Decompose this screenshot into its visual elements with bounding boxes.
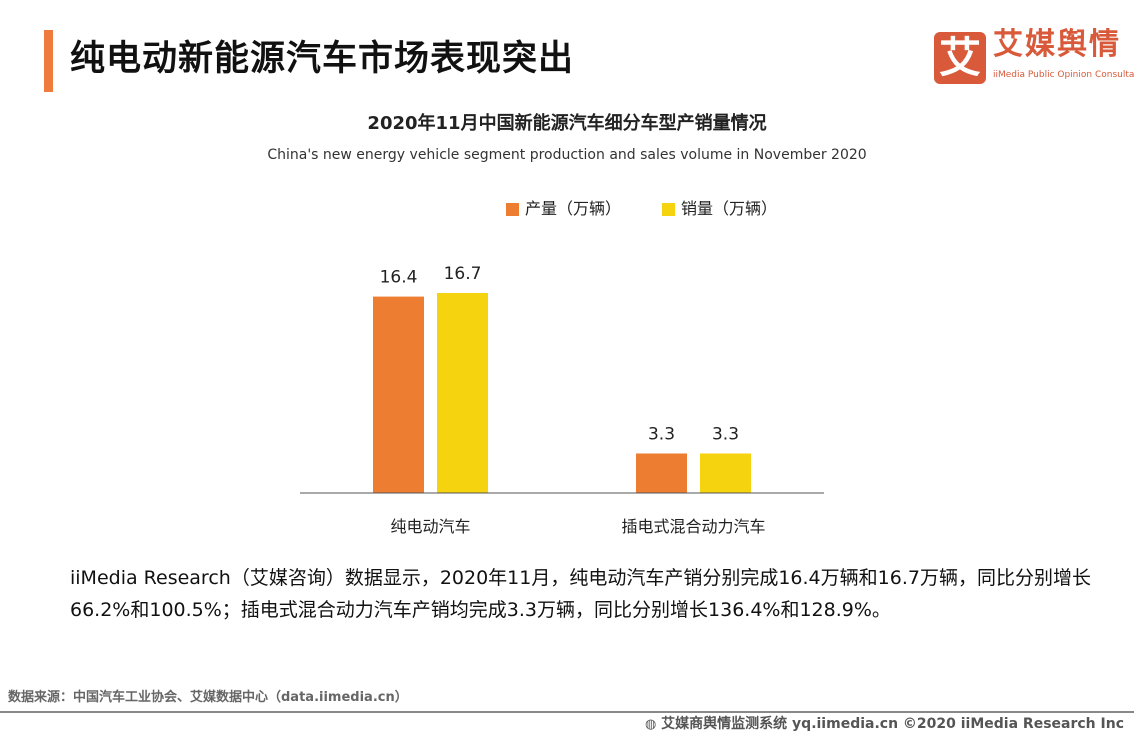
logo-mark: 艾 (934, 32, 986, 84)
x-tick-label: 纯电动汽车 (390, 517, 470, 536)
legend-item-sales: 销量（万辆） (662, 199, 777, 219)
bar (700, 453, 751, 493)
footer-divider (0, 711, 1134, 713)
globe-icon: ◍ (644, 717, 657, 732)
legend-label: 销量（万辆） (681, 199, 778, 218)
data-label: 16.4 (380, 268, 418, 288)
chart-title: 2020年11月中国新能源汽车细分车型产销量情况 (367, 113, 767, 134)
data-label: 16.7 (444, 264, 482, 284)
footer-text: 艾媒商舆情监测系统 yq.iimedia.cn ©2020 iiMedia Re… (661, 716, 1124, 732)
chart-subtitle: China's new energy vehicle segment produ… (267, 147, 867, 163)
page-title: 纯电动新能源汽车市场表现突出 (70, 39, 575, 79)
legend-item-production: 产量（万辆） (506, 199, 621, 219)
title-accent-bar (44, 30, 53, 92)
description-text: iiMedia Research（艾媒咨询）数据显示，2020年11月，纯电动汽… (70, 567, 1091, 621)
data-source: 数据来源：中国汽车工业协会、艾媒数据中心（data.iimedia.cn） (8, 690, 408, 705)
legend-swatch (662, 202, 675, 216)
bar (636, 453, 687, 493)
logo-tagline: iiMedia Public Opinion Consultation (993, 70, 1134, 80)
footer: ◍ 艾媒商舆情监测系统 yq.iimedia.cn ©2020 iiMedia … (645, 715, 1124, 734)
bar (373, 296, 424, 493)
bar (437, 293, 488, 493)
logo-name: 艾媒舆情 (993, 27, 1121, 62)
x-tick-label: 插电式混合动力汽车 (621, 517, 765, 536)
legend-label: 产量（万辆） (525, 199, 622, 218)
data-label: 3.3 (648, 424, 675, 444)
bar-chart: 16.4 3.3 16.7 3.3 纯电动汽车 插电式混合动力汽车 (300, 264, 824, 536)
legend-swatch (506, 202, 519, 216)
data-label: 3.3 (712, 424, 739, 444)
